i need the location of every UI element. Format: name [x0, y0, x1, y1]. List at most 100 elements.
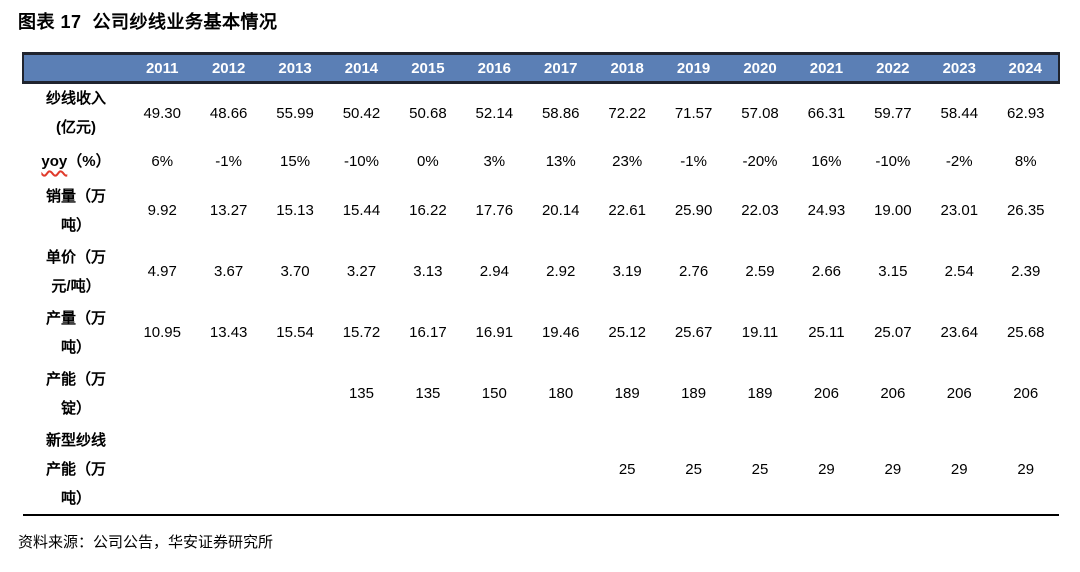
- table-cell: 3.15: [859, 240, 927, 303]
- table-cell: 150: [461, 362, 528, 425]
- row-label-line: 元/吨）: [51, 277, 101, 295]
- figure-title: 图表 17 公司纱线业务基本情况: [18, 12, 278, 32]
- row-label-line: 纱线收入: [45, 90, 106, 108]
- table-body: 纱线收入 (亿元) 49.30 48.66 55.99 50.42 50.68 52.14 58…: [23, 82, 1059, 516]
- table-cell: 2.39: [992, 240, 1059, 303]
- row-label-line: 产能（万: [45, 370, 106, 388]
- table-cell: 3.27: [328, 240, 395, 303]
- year-column-header: 2018: [593, 52, 661, 84]
- table-cell: [328, 424, 395, 516]
- table-cell: [129, 362, 196, 425]
- row-label-line: 锭）: [60, 399, 91, 417]
- table-cell: 206: [992, 362, 1059, 425]
- table-cell: 48.66: [195, 82, 262, 143]
- year-column-header: 2012: [195, 52, 262, 84]
- table-cell: 15.13: [261, 180, 329, 241]
- table-cell: 3.67: [195, 240, 262, 303]
- table-cell: 4.97: [129, 240, 196, 303]
- table-cell: [261, 424, 329, 516]
- table-cell: 22.61: [593, 180, 661, 241]
- table-cell: 25.90: [660, 180, 727, 241]
- table-cell: 6%: [129, 142, 196, 181]
- table-cell: 16.22: [394, 180, 462, 241]
- table-cell: 25.12: [593, 302, 661, 363]
- table-cell: 23.64: [926, 302, 993, 363]
- table-cell: 15.44: [328, 180, 395, 241]
- year-column-header: 2011: [129, 52, 196, 84]
- table-cell: 62.93: [992, 82, 1059, 143]
- table-cell: 25: [593, 424, 661, 516]
- year-column-header: 2022: [859, 52, 927, 84]
- table-cell: 2.92: [527, 240, 594, 303]
- table-cell: 3.70: [261, 240, 329, 303]
- table-cell: -10%: [859, 142, 927, 181]
- row-label-line: 销量（万: [45, 187, 106, 205]
- row-label-line: 单价（万: [45, 248, 106, 266]
- table-cell: 25.68: [992, 302, 1059, 363]
- table-cell: 58.86: [527, 82, 594, 143]
- row-label-line: 产能（万: [45, 460, 106, 478]
- table-cell: 20.14: [527, 180, 594, 241]
- table-row-new-yarn-capacity: 新型纱线 产能（万 吨） 25 25 25 29 29 29 29: [23, 424, 1059, 516]
- table-cell: 16.91: [461, 302, 528, 363]
- table-cell: 23.01: [926, 180, 993, 241]
- table-cell: 15.72: [328, 302, 395, 363]
- table-cell: [394, 424, 462, 516]
- year-header-row: 2011 2012 2013 2014 2015 2016 2017 2018 2019 2020…: [22, 52, 1060, 84]
- table-cell: 189: [593, 362, 661, 425]
- table-cell: [527, 424, 594, 516]
- year-column-header: 2016: [461, 52, 528, 84]
- year-column-header: 2020: [726, 52, 794, 84]
- table-cell: 52.14: [461, 82, 528, 143]
- row-label-line: 吨）: [60, 216, 91, 234]
- row-label-line: 吨）: [60, 338, 91, 356]
- yarn-business-table: 2011 2012 2013 2014 2015 2016 2017 2018 2019 2020…: [22, 52, 1060, 516]
- table-cell: 22.03: [726, 180, 794, 241]
- table-cell: 2.94: [461, 240, 528, 303]
- row-label-line: (亿元): [56, 119, 96, 137]
- table-cell: 15.54: [261, 302, 329, 363]
- table-cell: 189: [660, 362, 727, 425]
- table-cell: 59.77: [859, 82, 927, 143]
- table-cell: 57.08: [726, 82, 794, 143]
- table-cell: 50.42: [328, 82, 395, 143]
- table-row-unit-price: 单价（万元/吨） 4.97 3.67 3.70 3.27 3.13 2.94 2.92 3.19…: [23, 240, 1059, 303]
- table-cell: 13%: [527, 142, 594, 181]
- row-label-line: yoy（%）: [41, 153, 111, 170]
- table-cell: 25.67: [660, 302, 727, 363]
- year-column-header: 2017: [527, 52, 594, 84]
- table-cell: 72.22: [593, 82, 661, 143]
- table-row-sales-volume: 销量（万 吨） 9.92 13.27 15.13 15.44 16.22 17.76 20.14…: [23, 180, 1059, 241]
- table-cell: 189: [726, 362, 794, 425]
- table-header: 2011 2012 2013 2014 2015 2016 2017 2018 2019 2020…: [22, 52, 1060, 84]
- table-cell: 0%: [394, 142, 462, 181]
- table-cell: 206: [859, 362, 927, 425]
- table-cell: 9.92: [129, 180, 196, 241]
- table-cell: 2.54: [926, 240, 993, 303]
- row-label-line: 新型纱线: [45, 431, 106, 449]
- table-cell: 29: [793, 424, 860, 516]
- table-cell: 13.43: [195, 302, 262, 363]
- year-column-header: 2013: [261, 52, 329, 84]
- table-cell: -2%: [926, 142, 993, 181]
- table-cell: 19.00: [859, 180, 927, 241]
- table-cell: 17.76: [461, 180, 528, 241]
- row-label-capacity: 产能（万锭）: [23, 362, 129, 425]
- year-column-header: 2023: [926, 52, 993, 84]
- row-label-line: 吨）: [60, 489, 91, 507]
- table-cell: 13.27: [195, 180, 262, 241]
- table-cell: 29: [859, 424, 927, 516]
- table-cell: 29: [926, 424, 993, 516]
- row-label-sales-volume: 销量（万吨）: [23, 180, 129, 241]
- table-cell: 29: [992, 424, 1059, 516]
- row-label-yoy: yoy（%）: [23, 142, 129, 181]
- table-cell: 3.19: [593, 240, 661, 303]
- table-cell: 180: [527, 362, 594, 425]
- table-cell: 206: [926, 362, 993, 425]
- table-cell: 23%: [593, 142, 661, 181]
- table-cell: 3.13: [394, 240, 462, 303]
- source-note: 资料来源：公司公告，华安证券研究所: [18, 534, 274, 551]
- table-cell: [195, 424, 262, 516]
- spellcheck-underlined-word: yoy: [41, 153, 68, 170]
